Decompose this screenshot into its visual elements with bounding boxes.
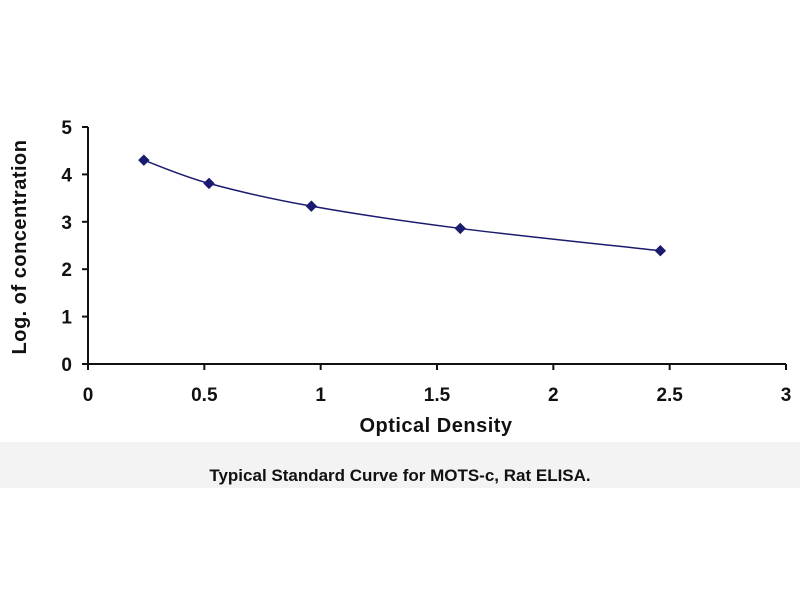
x-tick-label: 0: [83, 385, 94, 406]
data-point: [138, 154, 150, 166]
y-tick-label: 1: [61, 308, 72, 329]
y-tick-label: 3: [61, 213, 72, 234]
x-tick-label: 3: [781, 385, 792, 406]
plot-area: 0 1 2 3 4 5 0 0.5 1 1.5 2 2.5 3: [61, 118, 791, 406]
y-tick-label: 4: [61, 165, 72, 186]
chart-caption: Typical Standard Curve for MOTS-c, Rat E…: [209, 466, 591, 485]
data-point: [203, 177, 215, 190]
data-point: [305, 200, 318, 212]
y-tick-label: 5: [61, 118, 72, 139]
y-axis-title: Log. of concentration: [9, 140, 31, 355]
x-axis-title: Optical Density: [359, 415, 512, 437]
y-tick-label: 2: [61, 260, 72, 281]
data-point: [454, 222, 466, 235]
x-tick-label: 0.5: [191, 385, 218, 406]
x-tick-label: 2.5: [656, 385, 683, 406]
x-tick-label: 1: [315, 385, 326, 406]
series-line: [143, 159, 661, 252]
y-tick-label: 0: [61, 355, 72, 376]
x-tick-label: 1.5: [424, 385, 451, 406]
x-tick-label: 2: [548, 385, 559, 406]
caption-band: [0, 442, 800, 488]
data-point: [654, 245, 667, 257]
